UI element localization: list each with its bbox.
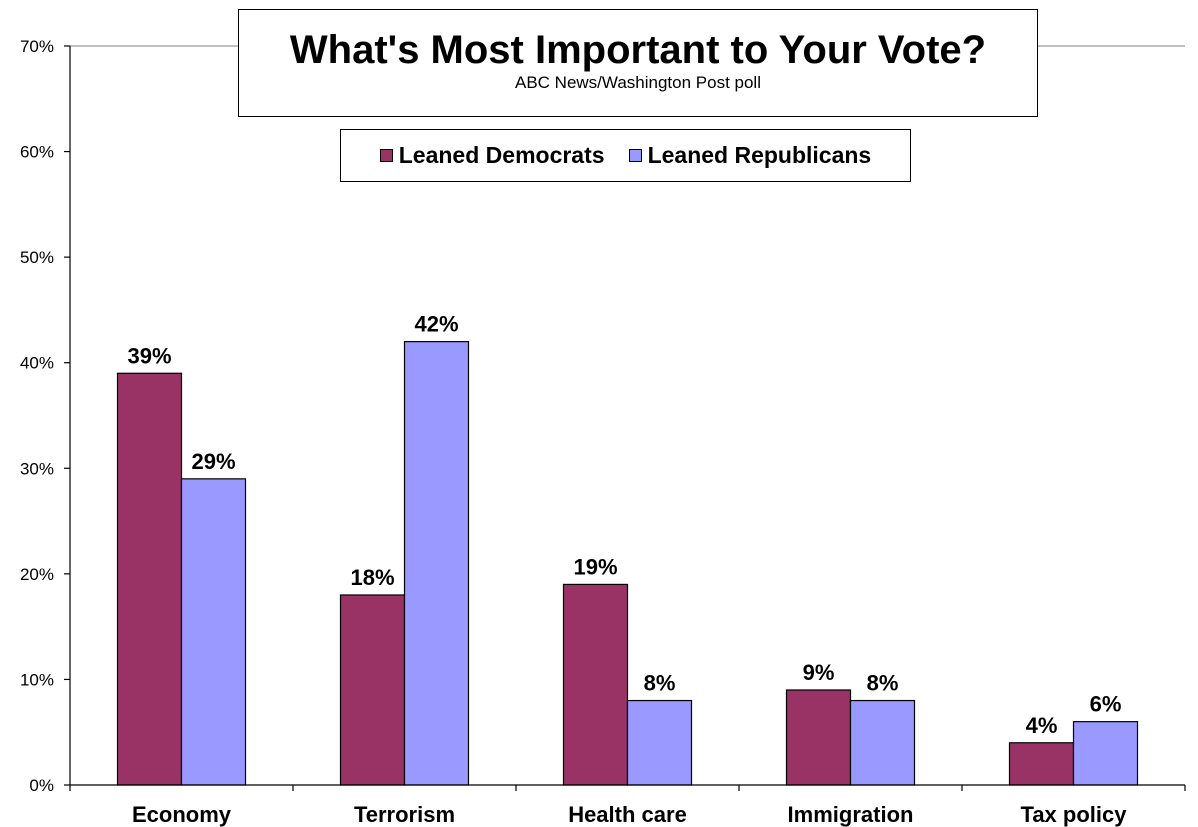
y-tick-label: 20% [20,565,54,584]
data-label: 18% [350,565,394,590]
data-label: 8% [867,671,899,696]
data-label: 39% [127,343,171,368]
y-tick-label: 70% [20,37,54,56]
y-tick-label: 0% [29,776,54,795]
bar-democrats [785,689,852,786]
bar-republicans [403,341,470,786]
bar-democrats [339,594,406,786]
legend-label-democrats: Leaned Democrats [398,142,605,168]
legend-label-republicans: Leaned Republicans [647,142,872,168]
data-label: 42% [414,312,458,337]
x-axis: Economy Terrorism Health care Immigration Ta… [69,784,1186,827]
data-label: 8% [644,671,676,696]
bar-republicans [849,699,916,786]
data-label: 9% [803,660,835,685]
y-axis: 0% 10% 20% 30% 40% 50% 60% 70% [20,37,71,795]
data-label: 29% [191,449,235,474]
legend-swatch-democrats [379,149,393,162]
y-tick-label: 50% [20,248,54,267]
bar-democrats [116,372,183,786]
bar-democrats [1008,742,1075,786]
chart-subtitle: ABC News/Washington Post poll [515,73,761,92]
legend: Leaned Democrats Leaned Republicans [340,129,911,182]
bar-democrats [562,583,629,786]
x-tick-label: Terrorism [354,802,455,827]
chart-title: What's Most Important to Your Vote? [289,28,987,72]
x-tick-label: Tax policy [1021,802,1128,827]
data-label: 19% [573,554,617,579]
legend-item-democrats: Leaned Democrats [379,142,605,169]
y-tick-label: 30% [20,459,54,478]
bar-republicans [180,478,247,786]
x-tick-label: Health care [568,802,687,827]
y-tick-label: 60% [20,143,54,162]
y-tick-label: 10% [20,670,54,689]
bar-republicans [1072,721,1139,786]
data-label: 4% [1026,713,1058,738]
legend-item-republicans: Leaned Republicans [628,142,872,169]
bar-republicans [626,699,693,786]
legend-swatch-republicans [628,149,642,162]
chart-title-box: What's Most Important to Your Vote? ABC … [238,9,1038,117]
x-tick-label: Economy [132,802,232,827]
x-tick-label: Immigration [788,802,914,827]
data-label: 6% [1090,692,1122,717]
bars: 39% 29% 18% 42% 19% 8% 9% 8% 4% 6% [116,312,1139,786]
y-tick-label: 40% [20,354,54,373]
